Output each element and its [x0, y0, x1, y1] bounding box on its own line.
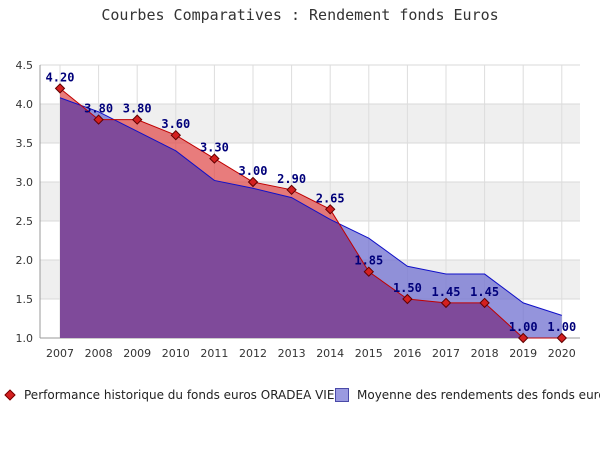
legend-item-oradea: Performance historique du fonds euros OR…	[4, 388, 335, 402]
y-tick-label: 4.5	[16, 59, 34, 72]
data-point-oradea	[54, 83, 66, 94]
data-label-oradea: 1.50	[393, 281, 422, 295]
x-tick-label: 2016	[393, 347, 421, 360]
y-tick-label: 2.5	[16, 215, 34, 228]
diamond-icon	[4, 389, 16, 401]
data-label-oradea: 3.00	[239, 164, 268, 178]
data-label-oradea: 4.20	[46, 70, 75, 84]
data-label-oradea: 2.65	[316, 191, 345, 205]
data-point-oradea	[440, 297, 452, 309]
data-label-oradea: 1.85	[354, 254, 383, 268]
plot-band	[40, 65, 580, 104]
x-tick-label: 2020	[548, 347, 576, 360]
x-tick-label: 2013	[278, 347, 306, 360]
x-tick-label: 2010	[162, 347, 190, 360]
y-tick-label: 4.0	[16, 98, 34, 111]
y-tick-label: 1.5	[16, 293, 34, 306]
data-point-oradea	[247, 176, 259, 188]
data-label-oradea: 3.80	[123, 102, 152, 116]
series-oradea-line	[59, 88, 562, 339]
y-tick-label: 3.5	[16, 137, 34, 150]
data-point-oradea	[324, 204, 336, 215]
x-tick-label: 2018	[471, 347, 499, 360]
data-label-oradea: 1.00	[547, 320, 576, 334]
data-point-oradea	[363, 266, 375, 277]
x-tick-label: 2012	[239, 347, 267, 360]
legend-label-moyenne: Moyenne des rendements des fonds euros	[357, 388, 600, 402]
data-point-oradea	[556, 332, 568, 344]
data-label-oradea: 2.90	[277, 172, 306, 186]
data-label-oradea: 1.45	[470, 285, 499, 299]
y-tick-label: 1.0	[16, 332, 34, 345]
x-tick-label: 2007	[46, 347, 74, 360]
x-tick-label: 2019	[509, 347, 537, 360]
data-point-oradea	[402, 293, 413, 305]
data-label-oradea: 3.30	[200, 141, 229, 155]
data-point-oradea	[170, 129, 182, 141]
data-label-oradea: 3.60	[161, 117, 190, 131]
data-label-oradea: 1.45	[432, 285, 461, 299]
x-tick-label: 2009	[123, 347, 151, 360]
data-point-oradea	[209, 153, 220, 164]
x-tick-label: 2011	[200, 347, 228, 360]
y-tick-label: 3.0	[16, 176, 34, 189]
square-icon	[335, 388, 349, 402]
chart-plot: 4.20 3.80 3.80 3.60 3.30 3.00 2.90 2.65 1.85 1.50…	[16, 59, 580, 360]
x-tick-label: 2008	[85, 347, 113, 360]
data-point-oradea	[479, 297, 490, 309]
legend-item-moyenne: Moyenne des rendements des fonds euros	[335, 388, 600, 402]
x-tick-label: 2015	[355, 347, 383, 360]
data-point-oradea	[93, 114, 104, 125]
legend-label-oradea: Performance historique du fonds euros OR…	[24, 388, 335, 402]
chart-title: Courbes Comparatives : Rendement fonds E…	[101, 6, 499, 24]
legend: Performance historique du fonds euros OR…	[0, 388, 600, 408]
x-tick-label: 2014	[316, 347, 344, 360]
data-point-oradea	[286, 184, 297, 196]
y-tick-label: 2.0	[16, 254, 34, 267]
data-label-oradea: 1.00	[509, 320, 538, 334]
series-moyenne-line	[59, 97, 562, 316]
x-tick-label: 2017	[432, 347, 460, 360]
data-point-oradea	[131, 114, 143, 125]
data-label-oradea: 3.80	[84, 102, 113, 116]
data-point-oradea	[517, 332, 529, 344]
